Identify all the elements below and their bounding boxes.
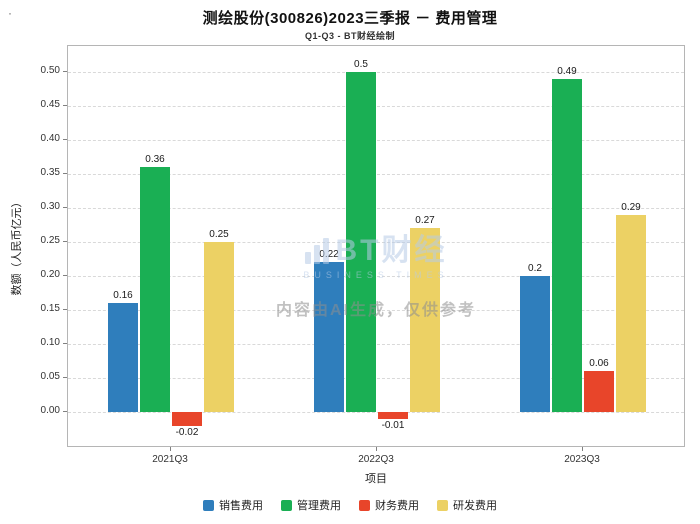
y-tick-label: 0.45 xyxy=(40,98,60,110)
legend-item: 研发费用 xyxy=(437,497,497,513)
chart-subtitle: Q1-Q3 - BT财经绘制 xyxy=(304,31,395,41)
bar-value-label: 0.36 xyxy=(145,154,165,166)
legend-label: 销售费用 xyxy=(219,500,263,512)
y-tick-label: 0.10 xyxy=(40,336,60,348)
bar-value-label: 0.29 xyxy=(621,201,641,213)
bar-value-label: 0.2 xyxy=(528,262,542,274)
watermark: BT财经 BUSINESS TIMES 内容由AI生成，仅供参考 xyxy=(276,236,476,320)
bar-财务费用-2022Q3 xyxy=(378,411,408,419)
y-tick-label: 0.00 xyxy=(40,404,60,416)
y-tick-label: 0.40 xyxy=(40,132,60,144)
legend-label: 研发费用 xyxy=(453,500,497,512)
plot-area: BT财经 BUSINESS TIMES 内容由AI生成，仅供参考 0.16 0.3… xyxy=(67,45,685,447)
bar-销售费用-2022Q3 xyxy=(314,262,344,412)
gridline xyxy=(68,173,684,175)
y-tick-mark xyxy=(63,376,67,378)
bar-value-label: -0.02 xyxy=(175,426,199,438)
gridline xyxy=(68,139,684,141)
bar-value-label: 0.49 xyxy=(557,65,577,77)
y-tick-mark xyxy=(63,240,67,242)
bar-研发费用-2021Q3 xyxy=(204,241,234,412)
legend-label: 管理费用 xyxy=(297,500,341,512)
y-tick-mark xyxy=(63,274,67,276)
gridline xyxy=(68,105,684,107)
bar-研发费用-2023Q3 xyxy=(616,214,646,412)
y-tick-label: 0.05 xyxy=(40,370,60,382)
bar-财务费用-2021Q3 xyxy=(172,411,202,426)
x-tick-label: 2023Q3 xyxy=(564,454,600,465)
y-tick-label: 0.35 xyxy=(40,166,60,178)
legend-swatch xyxy=(281,499,292,511)
gridline xyxy=(68,207,684,209)
bar-value-label: 0.5 xyxy=(354,58,368,70)
gridline xyxy=(68,411,684,413)
legend-item: 财务费用 xyxy=(359,497,419,513)
bar-财务费用-2023Q3 xyxy=(584,371,614,412)
bar-value-label: -0.01 xyxy=(381,419,405,431)
legend-label: 财务费用 xyxy=(375,500,419,512)
bar-value-label: 0.06 xyxy=(589,358,609,370)
bar-value-label: 0.27 xyxy=(415,215,435,227)
x-tick-mark xyxy=(582,447,583,451)
gridline xyxy=(68,343,684,345)
y-tick-mark xyxy=(63,104,67,106)
y-tick-mark xyxy=(63,70,67,72)
y-tick-mark xyxy=(63,342,67,344)
bar-value-label: 0.25 xyxy=(209,228,229,240)
bar-管理费用-2022Q3 xyxy=(346,71,376,412)
legend-swatch xyxy=(437,499,448,511)
y-tick-label: 0.15 xyxy=(40,302,60,314)
gridline xyxy=(68,71,684,73)
chart-title: 测绘股份(300826)2023三季报 － 费用管理 xyxy=(202,10,498,27)
y-tick-mark xyxy=(63,172,67,174)
watermark-logo: BT财经 xyxy=(276,236,476,266)
y-tick-mark xyxy=(63,308,67,310)
bar-管理费用-2023Q3 xyxy=(552,78,582,412)
x-axis-label: 项目 xyxy=(365,473,387,485)
bar-value-label: 0.22 xyxy=(319,249,339,261)
legend-item: 管理费用 xyxy=(281,497,341,513)
y-tick-mark xyxy=(63,138,67,140)
gridline xyxy=(68,241,684,243)
watermark-disclaimer: 内容由AI生成，仅供参考 xyxy=(275,302,477,319)
legend-swatch xyxy=(203,499,214,511)
bar-销售费用-2021Q3 xyxy=(108,303,138,412)
bar-研发费用-2022Q3 xyxy=(410,228,440,412)
bar-value-label: 0.16 xyxy=(113,290,133,302)
gridline xyxy=(68,377,684,379)
y-tick-mark xyxy=(63,410,67,412)
gridline xyxy=(68,275,684,277)
x-tick-label: 2021Q3 xyxy=(152,454,188,465)
bar-管理费用-2021Q3 xyxy=(140,167,170,412)
x-tick-label: 2022Q3 xyxy=(358,454,394,465)
y-tick-label: 0.50 xyxy=(40,64,60,76)
legend: 销售费用 管理费用 财务费用 研发费用 xyxy=(0,497,700,513)
legend-swatch xyxy=(359,499,370,511)
y-tick-mark xyxy=(63,206,67,208)
x-tick-mark xyxy=(376,447,377,451)
y-tick-label: 0.20 xyxy=(40,268,60,280)
bar-销售费用-2023Q3 xyxy=(520,275,550,412)
gridline xyxy=(68,309,684,311)
legend-item: 销售费用 xyxy=(203,497,263,513)
corner-mark: · xyxy=(8,6,12,20)
y-tick-label: 0.25 xyxy=(40,234,60,246)
y-tick-label: 0.30 xyxy=(40,200,60,212)
x-tick-mark xyxy=(170,447,171,451)
